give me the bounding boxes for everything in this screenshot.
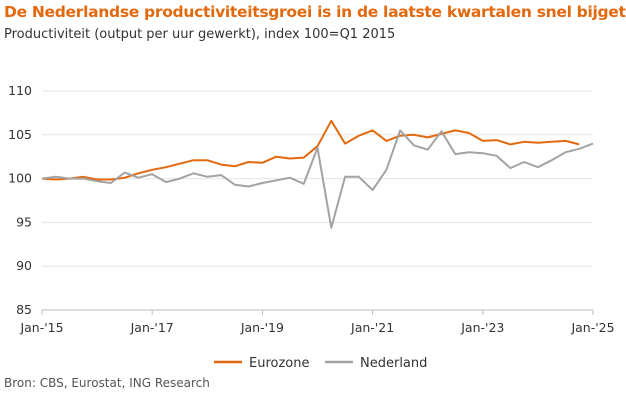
chart-subtitle: Productiviteit (output per uur gewerkt),… (4, 27, 396, 42)
source-note: Bron: CBS, Eurostat, ING Research (4, 376, 210, 390)
chart-title: De Nederlandse productiviteitsgroei is i… (4, 3, 626, 21)
y-tick-label: 105 (8, 127, 32, 142)
x-tick-label: Jan-'23 (460, 320, 504, 335)
y-tick-label: 90 (16, 258, 32, 273)
x-tick-label: Jan-'21 (350, 320, 394, 335)
x-tick-label: Jan-'17 (130, 320, 174, 335)
legend-label-eurozone: Eurozone (249, 356, 309, 371)
x-tick-label: Jan-'15 (19, 320, 63, 335)
series-line-nederland (41, 129, 594, 229)
legend-label-nederland: Nederland (360, 356, 427, 371)
y-tick-label: 85 (16, 302, 32, 317)
x-tick-label: Jan-'25 (570, 320, 614, 335)
y-tick-label: 100 (8, 171, 32, 186)
x-tick-label: Jan-'19 (240, 320, 284, 335)
y-tick-label: 95 (16, 214, 32, 229)
y-tick-label: 110 (8, 83, 32, 98)
series-line-eurozone (41, 119, 580, 181)
